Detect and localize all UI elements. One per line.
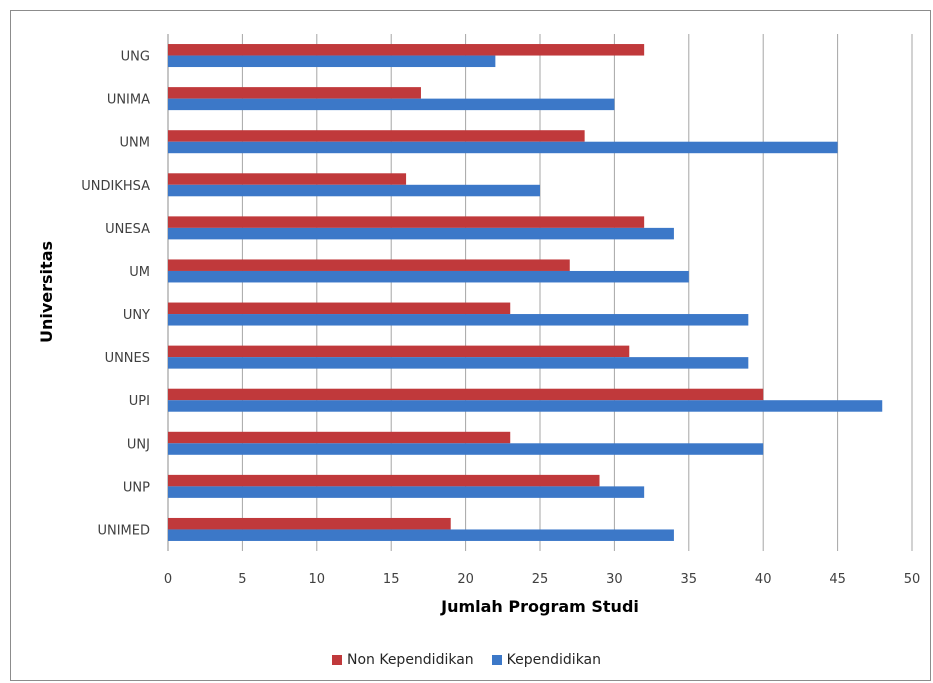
legend-label-non-kependidikan: Non Kependidikan <box>346 652 474 668</box>
bar-non-kependidikan <box>168 130 585 142</box>
x-tick-label: 40 <box>755 572 772 587</box>
bar-kependidikan <box>168 357 749 369</box>
bar-non-kependidikan <box>168 302 511 315</box>
bar-non-kependidikan <box>168 517 451 530</box>
x-tick-label: 50 <box>904 572 921 587</box>
x-tick-label: 35 <box>681 572 698 587</box>
gridlines <box>167 34 913 551</box>
bar-kependidikan <box>168 314 749 326</box>
bar-kependidikan <box>168 141 838 154</box>
y-tick-label: UNIMA <box>107 93 150 108</box>
y-tick-label: UPI <box>129 394 150 409</box>
x-tick-label: 20 <box>457 572 474 587</box>
x-tick-labels: 0 5 10 15 20 25 30 35 40 45 50 <box>164 572 920 587</box>
y-tick-label: UNP <box>123 480 150 495</box>
y-tick-label: UNY <box>123 308 150 323</box>
legend-item-kependidikan: Kependidikan <box>491 652 602 668</box>
bars <box>168 44 883 541</box>
y-tick-label: UNG <box>121 50 150 65</box>
bar-non-kependidikan <box>168 345 630 358</box>
bar-kependidikan <box>168 486 645 498</box>
y-tick-label: UNESA <box>105 222 150 237</box>
chart-frame <box>10 10 931 681</box>
x-tick-label: 45 <box>829 572 846 587</box>
legend-swatch-kependidikan <box>491 655 502 665</box>
x-tick-label: 0 <box>164 572 172 587</box>
y-tick-labels: UNG UNIMA UNM UNDIKHSA UNESA UM UNY UNNES UPI UNJ… <box>81 50 150 539</box>
bar-non-kependidikan <box>168 87 421 99</box>
bar-non-kependidikan <box>168 173 407 185</box>
bar-non-kependidikan <box>168 44 645 56</box>
bar-non-kependidikan <box>168 216 645 228</box>
y-tick-label: UNJ <box>127 437 150 452</box>
bar-kependidikan <box>168 400 883 412</box>
x-tick-label: 15 <box>383 572 400 587</box>
y-axis-title: Universitas <box>37 241 56 343</box>
y-tick-label: UNNES <box>105 351 150 366</box>
bar-kependidikan <box>168 270 689 283</box>
bar-kependidikan <box>168 98 615 111</box>
bar-kependidikan <box>168 227 674 240</box>
x-tick-label: 5 <box>238 572 246 587</box>
bar-kependidikan <box>168 529 674 541</box>
y-tick-label: UM <box>129 265 150 280</box>
bar-kependidikan <box>168 184 540 197</box>
x-tick-label: 10 <box>309 572 326 587</box>
y-tick-label: UNIMED <box>97 523 150 538</box>
bar-chart: 0 5 10 15 20 25 30 35 40 45 50 UNG UNIMA UNM UNDIKHSA… <box>37 34 920 616</box>
legend: Non Kependidikan Kependidikan <box>0 652 933 668</box>
bar-non-kependidikan <box>168 474 600 487</box>
bar-kependidikan <box>168 443 764 455</box>
legend-item-non-kependidikan: Non Kependidikan <box>331 652 474 668</box>
x-axis-title: Jumlah Program Studi <box>440 597 639 616</box>
x-tick-label: 30 <box>606 572 623 587</box>
y-tick-label: UNM <box>120 136 150 151</box>
legend-swatch-non-kependidikan <box>331 655 342 665</box>
bar-non-kependidikan <box>168 431 511 444</box>
bar-kependidikan <box>168 55 496 68</box>
bar-non-kependidikan <box>168 259 570 271</box>
y-tick-label: UNDIKHSA <box>81 179 150 194</box>
x-tick-label: 25 <box>532 572 549 587</box>
legend-label-kependidikan: Kependidikan <box>506 652 602 668</box>
bar-non-kependidikan <box>168 388 764 401</box>
